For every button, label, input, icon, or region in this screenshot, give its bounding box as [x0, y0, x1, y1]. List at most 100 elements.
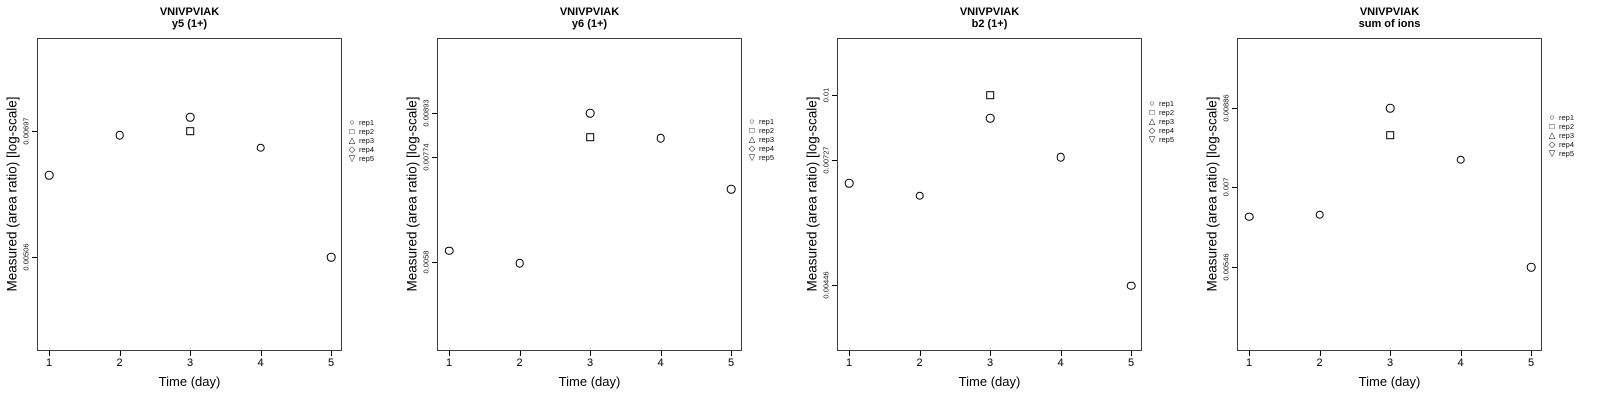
- x-axis-title: Time (day): [1358, 374, 1421, 389]
- plot-area: [1237, 38, 1542, 351]
- data-point-rep2: [1386, 131, 1394, 139]
- data-point-rep1: [444, 246, 454, 256]
- x-axis-tick-label: 3: [1386, 357, 1394, 369]
- data-point-rep1: [185, 112, 195, 122]
- x-axis-tick-label: 5: [1527, 357, 1535, 369]
- x-axis-tick: [849, 351, 850, 356]
- legend-item-rep1: ○ rep1: [1548, 113, 1574, 122]
- x-axis-tick-label: 1: [1245, 357, 1253, 369]
- legend-item-label: rep5: [359, 153, 375, 163]
- legend-item-label: rep2: [1159, 107, 1175, 117]
- x-axis-title: Time (day): [958, 374, 1021, 389]
- legend-item-rep4: ◇ rep4: [748, 144, 774, 153]
- data-point-rep1: [985, 113, 995, 123]
- x-axis-title: Time (day): [558, 374, 621, 389]
- legend-item-rep1: ○ rep1: [348, 118, 374, 127]
- x-axis-tick-label: 2: [116, 357, 123, 369]
- legend-item-label: rep3: [1559, 130, 1575, 140]
- x-axis-tick-label: 5: [327, 357, 335, 369]
- triangle-down-icon: ▽: [1548, 148, 1556, 158]
- x-axis-tick: [990, 351, 991, 356]
- y-axis-tick: [832, 95, 837, 96]
- scatter-plot-panel: VNIVPVIAK sum of ions 1 2 3 4 5 0.00886 0.007 0.0…: [1200, 0, 1600, 400]
- x-axis-tick-label: 2: [1316, 357, 1323, 369]
- data-point-rep1: [1526, 262, 1536, 272]
- x-axis-tick: [1390, 351, 1391, 356]
- square-icon: □: [349, 126, 355, 136]
- data-point-rep1: [1126, 281, 1136, 290]
- diamond-icon: ◇: [1148, 125, 1156, 135]
- scatter-plot-panel: VNIVPVIAK y6 (1+) 1 2 3 4 5 0.00893 0.00774 0.005…: [400, 0, 800, 400]
- data-point-rep1: [326, 252, 336, 262]
- scatter-plot-panel: VNIVPVIAK y5 (1+) 1 2 3 4 5 0.00697 0.00506 Time …: [0, 0, 400, 400]
- x-axis-tick-label: 5: [727, 357, 735, 369]
- panel-title-peptide: VNIVPVIAK: [959, 6, 1020, 18]
- legend-item-label: rep1: [1159, 98, 1175, 108]
- y-axis-tick-label: 0.00774: [421, 143, 431, 171]
- legend-item-rep5: ▽ rep5: [348, 154, 374, 163]
- y-axis-tick-label: 0.007: [1221, 177, 1231, 197]
- x-axis-tick: [1531, 351, 1532, 356]
- x-axis-tick-label: 2: [916, 357, 923, 369]
- legend-item-label: rep1: [759, 116, 775, 126]
- y-axis-title: Measured (area ratio) [log-scale]: [4, 96, 20, 292]
- x-axis-tick: [1460, 351, 1462, 356]
- y-axis-title: Measured (area ratio) [log-scale]: [804, 96, 820, 292]
- y-axis-tick: [32, 131, 37, 132]
- legend-item-label: rep2: [759, 125, 775, 135]
- x-axis-tick: [1131, 351, 1132, 356]
- y-axis-tick-label: 0.00727: [821, 146, 831, 174]
- data-point-rep1: [1456, 155, 1465, 165]
- x-axis-tick: [1319, 351, 1321, 356]
- legend-item-rep4: ◇ rep4: [1548, 140, 1574, 149]
- y-axis-tick: [32, 257, 37, 258]
- triangle-up-icon: △: [1148, 116, 1156, 126]
- x-axis-tick-label: 4: [257, 357, 264, 369]
- legend-item-label: rep1: [359, 117, 375, 127]
- panel-title-ion: sum of ions: [1358, 17, 1421, 30]
- data-point-rep1: [844, 178, 854, 188]
- panel-title-ion: y6 (1+): [571, 17, 608, 30]
- x-axis-tick: [731, 351, 732, 356]
- panel-title: VNIVPVIAK b2 (1+): [837, 6, 1142, 30]
- y-axis-tick-label: 0.00697: [21, 117, 31, 145]
- y-axis-tick: [1232, 108, 1237, 109]
- legend-item-rep2: □ rep2: [1548, 122, 1574, 131]
- legend-item-rep3: △ rep3: [1548, 131, 1574, 140]
- legend-item-label: rep4: [1559, 139, 1575, 149]
- legend-item-rep2: □ rep2: [1148, 108, 1174, 117]
- legend-item-label: rep5: [1159, 134, 1175, 144]
- x-axis-tick-label: 3: [986, 357, 994, 369]
- legend-item-label: rep5: [759, 152, 775, 162]
- triangle-down-icon: ▽: [748, 152, 756, 162]
- panel-title-peptide: VNIVPVIAK: [559, 6, 620, 18]
- x-axis-tick-label: 4: [657, 357, 664, 369]
- y-axis-tick: [1232, 187, 1237, 188]
- data-point-rep1: [256, 143, 265, 153]
- circle-icon: ○: [1549, 112, 1555, 122]
- x-axis-tick: [590, 351, 591, 356]
- panel-title-ion: b2 (1+): [971, 17, 1008, 30]
- legend-item-rep3: △ rep3: [348, 136, 374, 145]
- x-axis-tick-label: 1: [845, 357, 853, 369]
- legend: ○ rep1 □ rep2 △ rep3 ◇ rep4 ▽ rep5: [1548, 113, 1574, 158]
- x-axis-tick-label: 5: [1127, 357, 1135, 369]
- x-axis-tick-label: 1: [445, 357, 453, 369]
- legend-item-label: rep1: [1559, 112, 1575, 122]
- legend-item-rep4: ◇ rep4: [1148, 126, 1174, 135]
- legend: ○ rep1 □ rep2 △ rep3 ◇ rep4 ▽ rep5: [348, 118, 374, 163]
- data-point-rep1: [1385, 103, 1395, 113]
- legend-item-label: rep2: [359, 126, 375, 136]
- legend-item-label: rep5: [1559, 148, 1575, 158]
- y-axis-tick: [1232, 267, 1237, 268]
- y-axis-tick-label: 0.00546: [1221, 253, 1231, 281]
- data-point-rep1: [1315, 210, 1324, 220]
- legend-item-rep5: ▽ rep5: [748, 153, 774, 162]
- data-point-rep1: [115, 130, 124, 140]
- y-axis-tick: [432, 157, 437, 158]
- legend: ○ rep1 □ rep2 △ rep3 ◇ rep4 ▽ rep5: [748, 117, 774, 162]
- triangle-down-icon: ▽: [1148, 134, 1156, 144]
- data-point-rep1: [44, 170, 54, 180]
- legend-item-label: rep3: [359, 135, 375, 145]
- data-point-rep2: [986, 91, 994, 99]
